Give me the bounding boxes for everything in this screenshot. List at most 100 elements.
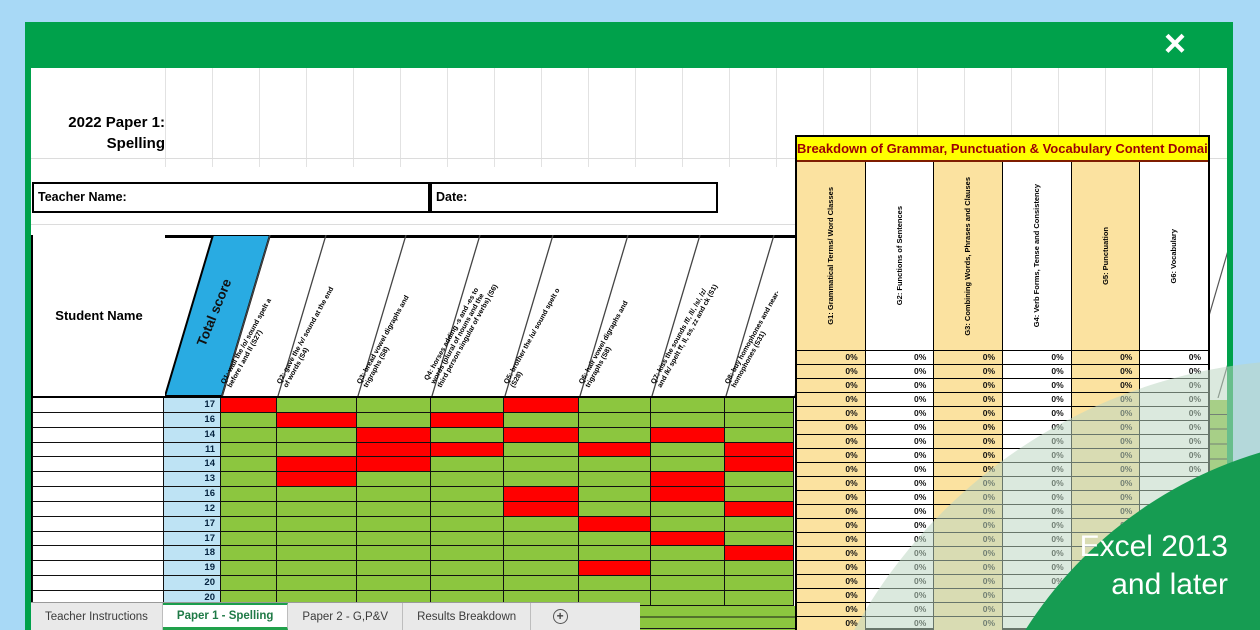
percent-cell[interactable]: 0% <box>797 449 865 462</box>
result-cell[interactable] <box>221 576 277 591</box>
result-cell[interactable] <box>504 546 579 562</box>
result-cell[interactable] <box>725 457 794 473</box>
result-cell[interactable] <box>504 412 579 428</box>
percent-cell[interactable]: 0% <box>1139 365 1208 378</box>
result-cell[interactable] <box>651 398 725 413</box>
percent-cell[interactable]: 0% <box>864 561 934 574</box>
student-name-cell[interactable] <box>32 442 164 458</box>
result-cell[interactable] <box>651 442 725 458</box>
student-name-cell[interactable] <box>32 412 164 428</box>
result-cell[interactable] <box>221 501 277 517</box>
percent-cell[interactable]: 0% <box>864 449 934 462</box>
result-cell[interactable] <box>221 472 277 488</box>
percent-cell[interactable]: 0% <box>1070 365 1140 378</box>
percent-cell[interactable]: 0% <box>933 421 1003 434</box>
result-cell[interactable] <box>651 472 725 488</box>
percent-cell[interactable]: 0% <box>797 463 865 476</box>
percent-cell[interactable]: 0% <box>797 351 865 364</box>
result-cell[interactable] <box>357 487 431 502</box>
result-cell[interactable] <box>579 442 651 458</box>
percent-cell[interactable]: 0% <box>797 547 865 560</box>
percent-cell[interactable]: 0% <box>933 589 1003 602</box>
result-cell[interactable] <box>725 576 794 591</box>
total-score-cell[interactable]: 19 <box>164 561 221 577</box>
result-cell[interactable] <box>579 501 651 517</box>
percent-cell[interactable]: 0% <box>933 435 1003 448</box>
percent-cell[interactable]: 0% <box>1070 463 1140 476</box>
percent-cell[interactable]: 0% <box>864 533 934 546</box>
total-score-cell[interactable]: 18 <box>164 546 221 562</box>
total-score-cell[interactable]: 16 <box>164 412 221 428</box>
percent-cell[interactable]: 0% <box>864 603 934 616</box>
sheet-tab-results-breakdown[interactable]: Results Breakdown <box>403 603 532 630</box>
result-cell[interactable] <box>277 398 357 413</box>
student-name-cell[interactable] <box>32 531 164 547</box>
percent-cell[interactable]: 0% <box>1070 379 1140 392</box>
result-cell[interactable] <box>221 412 277 428</box>
result-cell[interactable] <box>725 398 794 413</box>
percent-cell[interactable]: 0% <box>1002 435 1071 448</box>
result-cell[interactable] <box>725 531 794 547</box>
result-cell[interactable] <box>357 412 431 428</box>
result-cell[interactable] <box>221 457 277 473</box>
percent-cell[interactable]: 0% <box>933 449 1003 462</box>
result-cell[interactable] <box>725 442 794 458</box>
percent-cell[interactable]: 0% <box>1002 463 1071 476</box>
result-cell[interactable] <box>431 561 504 577</box>
percent-cell[interactable]: 0% <box>1070 603 1140 616</box>
result-cell[interactable] <box>725 546 794 562</box>
result-cell[interactable] <box>579 487 651 502</box>
percent-cell[interactable]: 0% <box>864 491 934 504</box>
percent-cell[interactable]: 0% <box>797 561 865 574</box>
result-cell[interactable] <box>504 398 579 413</box>
result-cell[interactable] <box>277 546 357 562</box>
percent-cell[interactable]: 0% <box>933 365 1003 378</box>
result-cell[interactable] <box>357 516 431 532</box>
total-score-cell[interactable]: 17 <box>164 516 221 532</box>
result-cell[interactable] <box>277 516 357 532</box>
percent-cell[interactable]: 0% <box>1002 407 1071 420</box>
percent-cell[interactable]: 0% <box>797 421 865 434</box>
percent-cell[interactable]: 0% <box>933 505 1003 518</box>
result-cell[interactable] <box>221 442 277 458</box>
total-score-cell[interactable]: 20 <box>164 576 221 591</box>
percent-cell[interactable]: 0% <box>1139 603 1208 616</box>
result-cell[interactable] <box>277 501 357 517</box>
result-cell[interactable] <box>579 457 651 473</box>
percent-cell[interactable]: 0% <box>797 365 865 378</box>
percent-cell[interactable]: 0% <box>864 379 934 392</box>
result-cell[interactable] <box>357 427 431 443</box>
percent-cell[interactable]: 0% <box>797 575 865 588</box>
result-cell[interactable] <box>221 487 277 502</box>
result-cell[interactable] <box>725 561 794 577</box>
result-cell[interactable] <box>221 398 277 413</box>
result-cell[interactable] <box>277 487 357 502</box>
result-cell[interactable] <box>357 457 431 473</box>
result-cell[interactable] <box>431 546 504 562</box>
result-cell[interactable] <box>431 501 504 517</box>
percent-cell[interactable]: 0% <box>864 421 934 434</box>
result-cell[interactable] <box>221 531 277 547</box>
result-cell[interactable] <box>504 457 579 473</box>
percent-cell[interactable]: 0% <box>1070 617 1140 630</box>
total-score-cell[interactable]: 17 <box>164 398 221 413</box>
result-cell[interactable] <box>357 546 431 562</box>
total-score-cell[interactable]: 11 <box>164 442 221 458</box>
result-cell[interactable] <box>651 457 725 473</box>
student-name-cell[interactable] <box>32 546 164 562</box>
result-cell[interactable] <box>504 487 579 502</box>
result-cell[interactable] <box>357 531 431 547</box>
close-icon[interactable]: × <box>1163 23 1187 65</box>
result-cell[interactable] <box>357 398 431 413</box>
percent-cell[interactable]: 0% <box>797 617 865 630</box>
student-name-cell[interactable] <box>32 501 164 517</box>
result-cell[interactable] <box>431 516 504 532</box>
percent-cell[interactable]: 0% <box>1070 421 1140 434</box>
percent-cell[interactable]: 0% <box>933 477 1003 490</box>
student-name-cell[interactable] <box>32 487 164 502</box>
student-name-cell[interactable] <box>32 398 164 413</box>
result-cell[interactable] <box>504 531 579 547</box>
result-cell[interactable] <box>579 398 651 413</box>
result-cell[interactable] <box>651 561 725 577</box>
percent-cell[interactable]: 0% <box>1002 393 1071 406</box>
